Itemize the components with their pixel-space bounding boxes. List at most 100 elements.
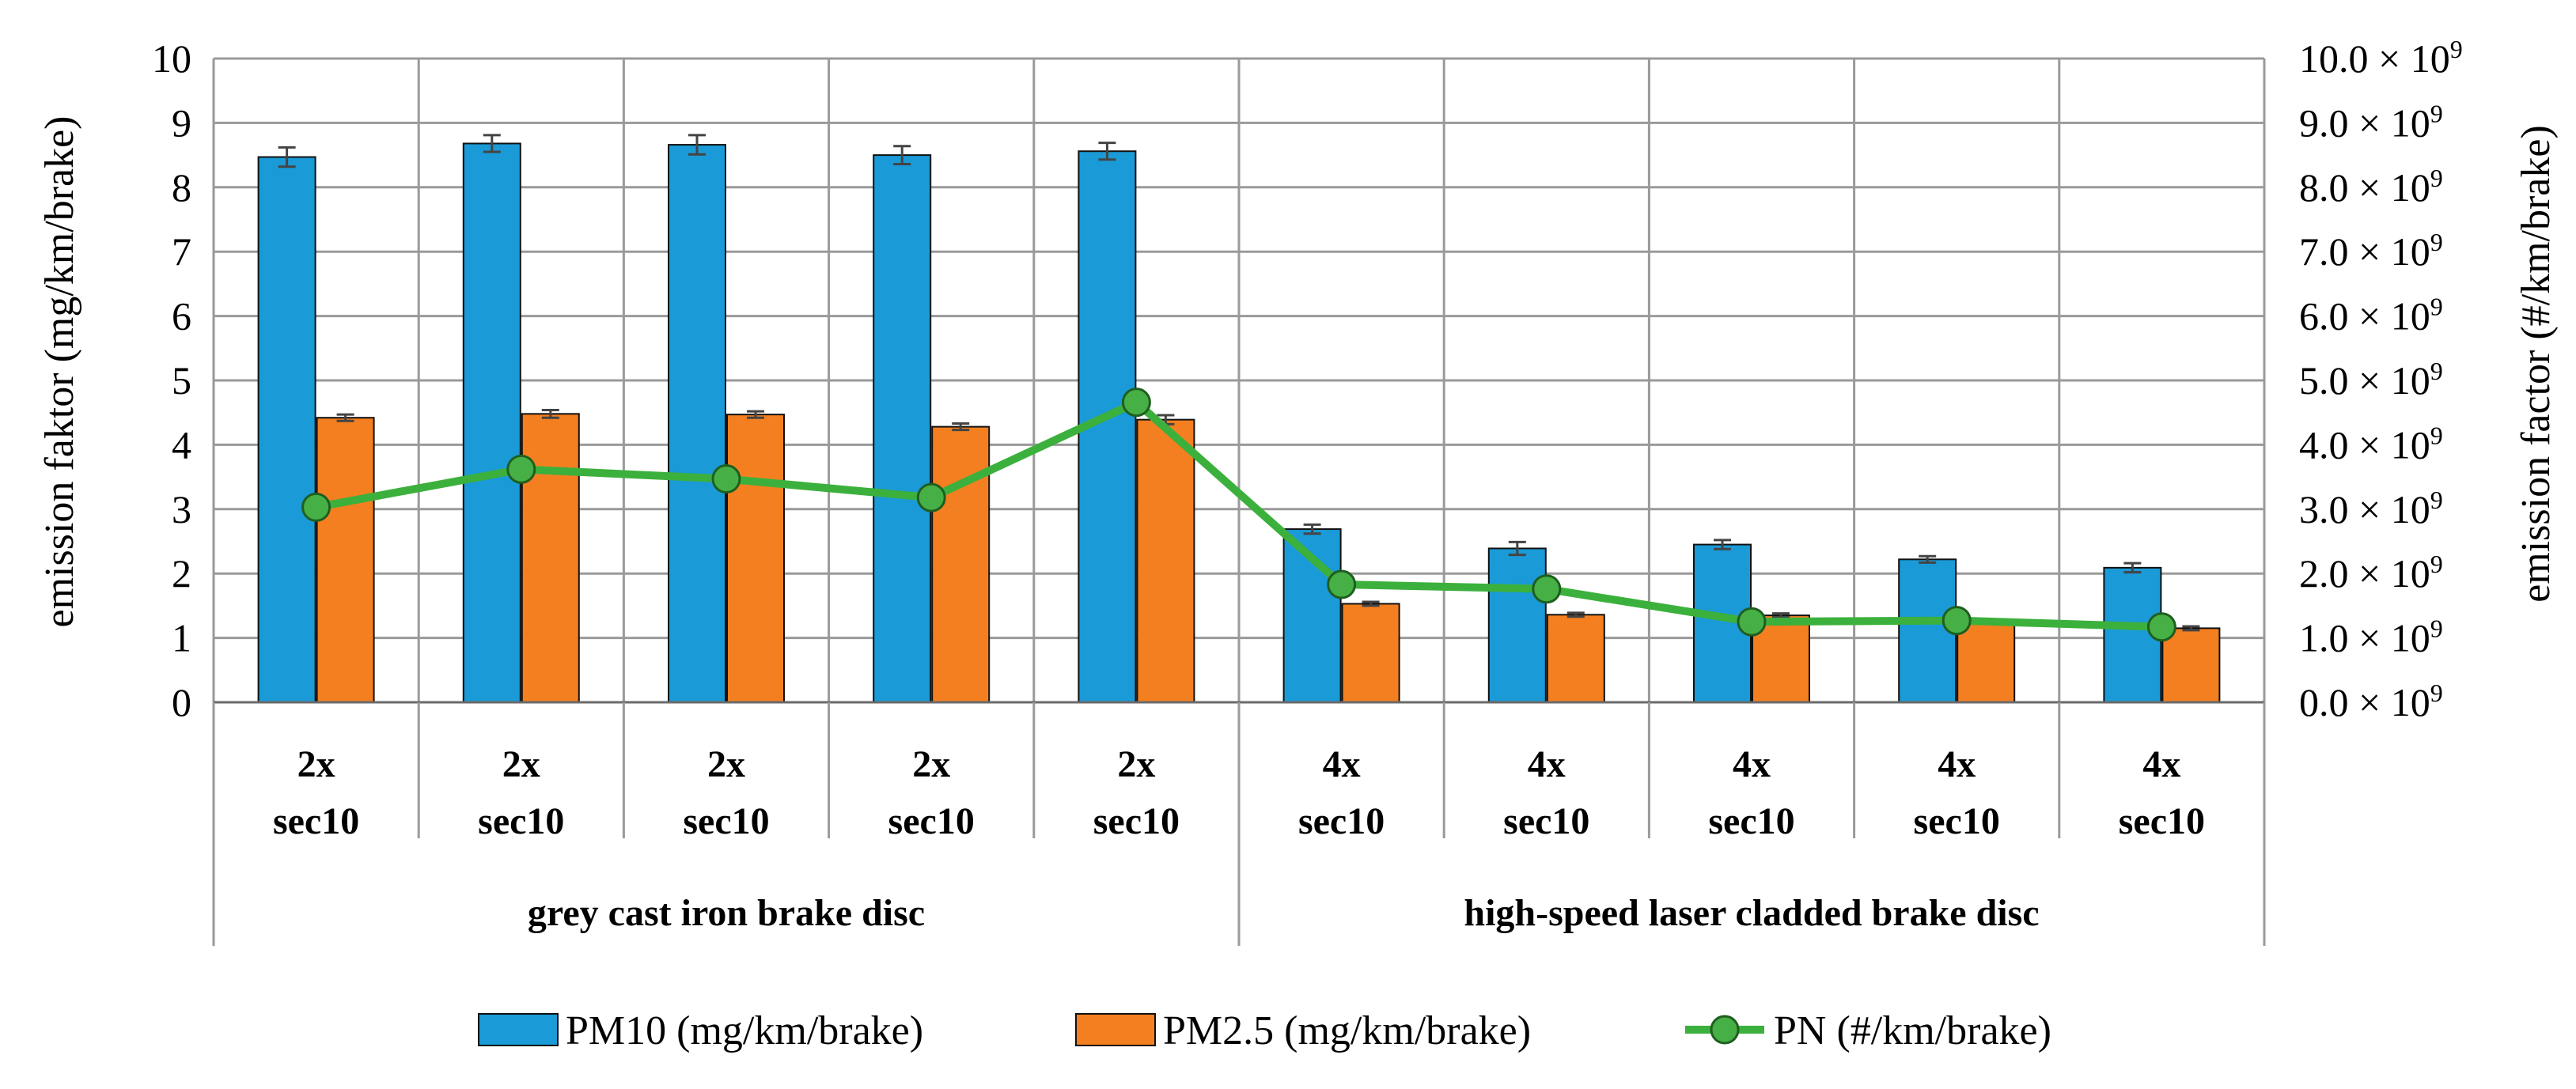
errorbar-pm10-4 xyxy=(893,145,911,165)
category-label-line2: sec10 xyxy=(1914,800,2000,842)
axis-labels: 0 1 2 3 4 5 6 7 8 9 10 0.0 × 109 1.0 × 109 2.0 × 109 3… xyxy=(152,35,2463,934)
category-label-line2: sec10 xyxy=(2119,800,2205,842)
errorbar-pm10-3 xyxy=(688,134,706,156)
bar-pm25-4 xyxy=(931,425,991,703)
right-tick-label: 1.0 × 109 xyxy=(2299,614,2443,660)
error-bars xyxy=(278,134,2200,632)
legend-swatch xyxy=(478,1013,559,1046)
legend-label: PM10 (mg/km/brake) xyxy=(566,1008,923,1053)
errorbar-pm10-5 xyxy=(1098,142,1116,161)
bar-pm10-3 xyxy=(668,144,726,704)
left-tick-label: 4 xyxy=(172,422,191,467)
group-label: grey cast iron brake disc xyxy=(528,892,925,934)
legend-label: PN (#/km/brake) xyxy=(1774,1008,2051,1053)
bar-pm25-10 xyxy=(2161,627,2221,704)
left-axis-title: emission faktor (mg/km/brake) xyxy=(37,116,82,628)
pn-point-9 xyxy=(1941,606,1972,636)
bars xyxy=(257,142,2221,704)
errorbar-pm25-1 xyxy=(336,413,354,422)
right-axis-title: emission factor (#/km/brake) xyxy=(2513,125,2559,603)
left-tick-label: 10 xyxy=(152,36,191,81)
category-label-line2: sec10 xyxy=(1298,800,1385,842)
errorbar-pm10-9 xyxy=(1919,554,1937,564)
gridlines xyxy=(214,57,2264,704)
legend: PM10 (mg/km/brake) PM2.5 (mg/km/brake) PN … xyxy=(478,1008,2051,1053)
pn-point-8 xyxy=(1737,607,1767,637)
pn-point-5 xyxy=(1121,388,1151,418)
right-tick-label: 4.0 × 109 xyxy=(2299,421,2443,467)
errorbar-pm25-7 xyxy=(1566,611,1585,618)
category-label-line1: 2x xyxy=(297,743,335,785)
category-label-line1: 4x xyxy=(2142,743,2180,785)
category-label-line1: 2x xyxy=(707,743,745,785)
category-label-line2: sec10 xyxy=(1708,800,1794,842)
errorbar-pm25-8 xyxy=(1772,612,1790,619)
category-label-line1: 2x xyxy=(502,743,540,785)
pn-point-6 xyxy=(1327,569,1357,599)
errorbar-pm10-6 xyxy=(1303,523,1321,535)
category-label-line1: 2x xyxy=(1117,743,1155,785)
group-label: high-speed laser cladded brake disc xyxy=(1464,892,2039,934)
bar-pm10-7 xyxy=(1487,547,1547,703)
bar-pm25-2 xyxy=(521,413,580,703)
legend-swatch xyxy=(1075,1013,1156,1046)
legend-pm10: PM10 (mg/km/brake) xyxy=(478,1008,923,1053)
pn-line xyxy=(315,398,2162,631)
left-tick-label: 1 xyxy=(172,616,191,660)
errorbar-pm10-2 xyxy=(483,134,501,153)
errorbar-pm25-6 xyxy=(1362,600,1380,607)
left-tick-label: 5 xyxy=(172,358,191,403)
right-tick-label: 8.0 × 109 xyxy=(2299,164,2443,210)
bar-pm25-3 xyxy=(726,414,785,704)
left-tick-label: 9 xyxy=(172,100,191,145)
left-tick-label: 6 xyxy=(172,294,191,338)
bar-pm10-4 xyxy=(873,154,932,704)
category-label-line2: sec10 xyxy=(683,800,769,842)
legend-label: PM2.5 (mg/km/brake) xyxy=(1163,1008,1531,1053)
right-tick-label: 0.0 × 109 xyxy=(2299,679,2443,724)
pn-point-1 xyxy=(301,492,331,522)
pn-point-4 xyxy=(916,482,946,512)
bar-pm25-6 xyxy=(1341,603,1400,704)
legend-pm25: PM2.5 (mg/km/brake) xyxy=(1075,1008,1531,1053)
category-label-line1: 4x xyxy=(1733,743,1771,785)
errorbar-pm25-4 xyxy=(952,422,970,432)
errorbar-pm25-3 xyxy=(747,410,764,419)
errorbar-pm10-1 xyxy=(278,146,296,168)
category-label-line2: sec10 xyxy=(1093,800,1180,842)
right-tick-label: 10.0 × 109 xyxy=(2299,35,2463,81)
left-tick-label: 3 xyxy=(172,487,191,531)
bar-pm25-5 xyxy=(1136,418,1195,703)
category-label-line2: sec10 xyxy=(888,800,975,842)
right-tick-label: 2.0 × 109 xyxy=(2299,550,2443,596)
right-tick-label: 3.0 × 109 xyxy=(2299,486,2443,531)
errorbar-pm25-10 xyxy=(2182,625,2200,632)
left-tick-label: 2 xyxy=(172,551,191,596)
pn-point-3 xyxy=(711,464,741,494)
category-label-line2: sec10 xyxy=(478,800,564,842)
pn-line-series xyxy=(301,388,2176,642)
right-tick-label: 7.0 × 109 xyxy=(2299,228,2443,274)
bar-pm10-2 xyxy=(462,142,521,703)
pn-point-2 xyxy=(506,454,536,484)
category-label-line1: 4x xyxy=(1938,743,1976,785)
right-tick-label: 9.0 × 109 xyxy=(2299,99,2443,145)
left-tick-label: 0 xyxy=(172,680,191,724)
legend-pn: PN (#/km/brake) xyxy=(1685,1008,2051,1053)
category-label-line1: 4x xyxy=(1528,743,1566,785)
pn-point-10 xyxy=(2146,612,2176,642)
errorbar-pm25-2 xyxy=(541,408,559,419)
legend-marker xyxy=(1710,1015,1740,1045)
pn-point-7 xyxy=(1532,574,1562,604)
bar-pm25-9 xyxy=(1957,622,2016,704)
bar-pm10-1 xyxy=(257,156,316,704)
bar-pm25-1 xyxy=(316,417,375,703)
bar-pm25-7 xyxy=(1546,614,1605,704)
right-tick-label: 5.0 × 109 xyxy=(2299,357,2443,403)
errorbar-pm10-7 xyxy=(1508,540,1526,557)
axes xyxy=(212,59,2266,946)
errorbar-pm10-8 xyxy=(1714,539,1731,550)
category-label-line1: 2x xyxy=(912,743,950,785)
errorbar-pm10-10 xyxy=(2123,562,2142,574)
